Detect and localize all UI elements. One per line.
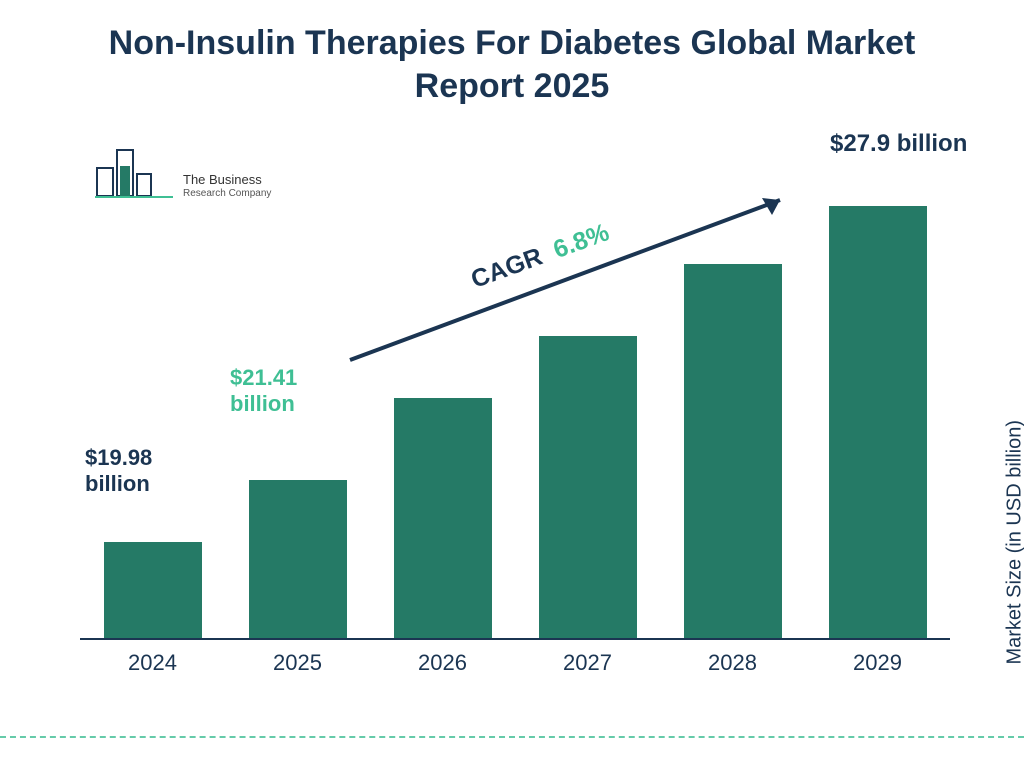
bar-slot [80,158,225,638]
bar-slot [515,158,660,638]
bar-2025 [249,480,347,638]
bars-container [80,158,950,638]
x-label: 2028 [660,644,805,680]
bar-2028 [684,264,782,638]
x-label: 2027 [515,644,660,680]
x-axis-labels: 2024 2025 2026 2027 2028 2029 [80,644,950,680]
bar-slot [660,158,805,638]
chart-title: Non-Insulin Therapies For Diabetes Globa… [0,22,1024,107]
bar-2026 [394,398,492,638]
bar-2024 [104,542,202,638]
bar-slot [805,158,950,638]
x-label: 2024 [80,644,225,680]
bar-2029 [829,206,927,638]
bar-2027 [539,336,637,638]
value-label-2024: $19.98 billion [85,445,215,498]
bar-chart: 2024 2025 2026 2027 2028 2029 [80,160,960,680]
value-label-2025: $21.41 billion [230,365,360,418]
x-label: 2026 [370,644,515,680]
bar-slot [370,158,515,638]
plot-area [80,160,950,640]
footer-divider [0,736,1024,738]
value-label-2029: $27.9 billion [830,130,1010,159]
y-axis-label: Market Size (in USD billion) [1004,420,1024,665]
x-label: 2025 [225,644,370,680]
market-report-chart: Non-Insulin Therapies For Diabetes Globa… [0,0,1024,768]
x-label: 2029 [805,644,950,680]
